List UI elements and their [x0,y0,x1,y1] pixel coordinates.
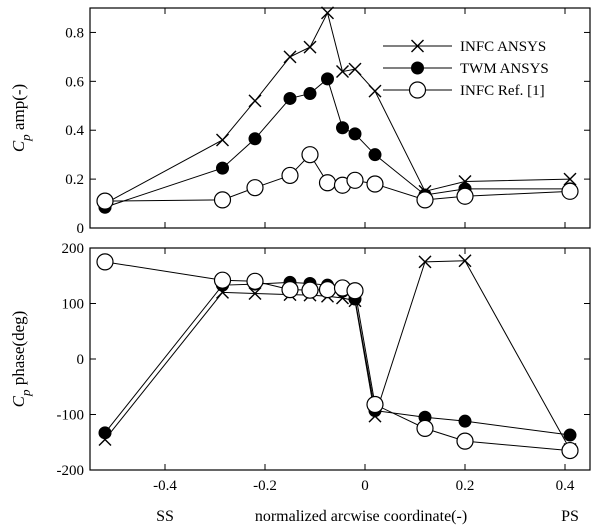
legend: INFC ANSYS TWM ANSYS INFC Ref. [1] [383,39,549,99]
data-point [303,87,317,101]
data-point [303,40,317,54]
y-tick-label: 0.8 [65,25,84,41]
data-point [366,175,384,193]
legend-marker [408,81,427,99]
legend-marker [411,39,424,53]
data-point [318,174,337,192]
data-point [458,254,472,268]
legend-marker [411,61,424,75]
data-point [561,441,579,460]
y-tick-label: -200 [57,463,85,479]
series-line [104,11,571,204]
data-point [213,191,232,209]
data-point [96,253,114,271]
data-point [246,179,264,197]
data-point [246,272,264,290]
y-axis-label: Cp amp(-) [9,84,33,152]
data-point [213,271,232,289]
phase-panel: -200 -100 0 100 200 -0.4 -0.2 0 0.2 0.4 Cp phase(d… [9,241,591,525]
data-point [98,426,112,440]
data-point [321,6,334,20]
data-point [456,187,474,205]
data-point [248,287,262,301]
data-point [368,148,382,162]
data-point [561,182,579,200]
x-tick-label: -0.4 [153,478,177,494]
series-line [104,78,570,208]
data-point [348,62,362,76]
data-point [336,65,349,79]
data-point [321,72,334,86]
data-point [281,281,299,299]
data-point [283,50,297,64]
data-point [418,255,432,269]
data-point [96,192,114,210]
legend-item: INFC ANSYS [383,39,546,55]
x-annotation-ps: PS [561,508,579,525]
data-point [416,191,434,209]
data-point [346,171,364,189]
data-point [416,419,434,437]
series-line [104,260,571,450]
data-point [248,132,262,146]
data-point [283,91,297,105]
series-filled-circle [98,275,577,442]
x-tick-label: -0.2 [253,478,277,494]
x-tick-label: 0.4 [556,478,575,494]
plot-frame [89,7,591,229]
amplitude-panel: 0 0.2 0.4 0.6 0.8 Cp amp(-) INFC ANSYS TWM ANSY… [9,6,591,237]
y-tick-label: -100 [57,408,85,424]
legend-label: INFC ANSYS [460,39,546,55]
data-point [216,133,229,147]
data-point [346,282,364,300]
y-tick-label: 0.2 [65,172,84,188]
data-point [368,84,382,98]
data-point [348,127,362,141]
data-point [563,172,577,186]
data-point [281,166,299,185]
data-point [336,121,349,135]
y-tick-label: 0.6 [65,74,84,90]
data-point [366,395,384,414]
legend-label: TWM ANSYS [460,61,549,77]
data-point [456,432,474,450]
series-line [104,153,571,202]
data-point [318,281,337,299]
x-annotation-ss: SS [156,508,174,525]
data-point [216,161,229,175]
y-tick-label: 200 [62,241,85,257]
y-tick-label: 0.4 [65,123,84,139]
x-axis-label: normalized arcwise coordinate(-) [255,508,467,525]
data-point [458,414,472,428]
data-point [301,146,319,164]
legend-item: INFC Ref. [1] [383,81,545,99]
data-point [563,428,577,442]
y-axis-label: Cp phase(deg) [9,311,33,408]
x-tick-label: 0.2 [456,478,475,494]
series-open-circle [96,146,579,210]
legend-label: INFC Ref. [1] [460,83,545,99]
y-tick-label: 0 [77,221,85,237]
y-tick-label: 100 [62,297,85,313]
series-open-circle [96,253,579,460]
series-line [104,281,571,436]
data-point [248,94,262,108]
data-point [301,281,319,299]
legend-item: TWM ANSYS [383,61,549,77]
y-tick-label: 0 [77,352,85,368]
x-tick-label: 0 [361,478,369,494]
